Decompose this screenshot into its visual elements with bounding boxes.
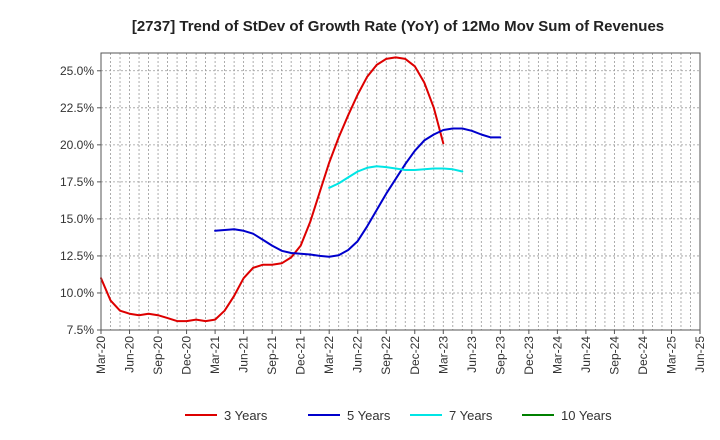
x-tick-label: Jun-24 <box>579 336 593 373</box>
y-tick-label: 20.0% <box>60 138 94 152</box>
x-tick-label: Dec-21 <box>294 336 308 375</box>
x-tick-label: Jun-21 <box>237 336 251 373</box>
x-tick-label: Mar-20 <box>94 336 108 374</box>
legend-label-7-years: 7 Years <box>449 408 493 423</box>
x-tick-label: Mar-21 <box>208 336 222 374</box>
grid-lines <box>101 53 700 331</box>
legend-label-5-years: 5 Years <box>347 408 391 423</box>
x-tick-label: Mar-24 <box>550 336 564 374</box>
y-tick-label: 10.0% <box>60 286 94 300</box>
legend-label-10-years: 10 Years <box>561 408 612 423</box>
y-axis-ticks: 7.5% 10.0% 12.5% 15.0% 17.5% 20.0% 22.5% 25.0% <box>60 64 101 337</box>
y-tick-label: 15.0% <box>60 212 94 226</box>
y-tick-label: 22.5% <box>60 101 94 115</box>
y-tick-label: 25.0% <box>60 64 94 78</box>
x-tick-label: Sep-20 <box>151 336 165 375</box>
plot-area-frame <box>100 52 701 331</box>
series-line-5-years <box>214 127 502 258</box>
x-tick-label: Mar-23 <box>436 336 450 374</box>
y-tick-label: 17.5% <box>60 175 94 189</box>
y-tick-label: 7.5% <box>67 323 95 337</box>
chart-title: [2737] Trend of StDev of Growth Rate (Yo… <box>132 18 664 35</box>
series-line-7-years <box>328 165 464 189</box>
x-tick-label: Mar-25 <box>664 336 678 374</box>
x-tick-label: Dec-23 <box>522 336 536 375</box>
x-tick-label: Dec-22 <box>408 336 422 375</box>
x-tick-label: Jun-25 <box>693 336 707 373</box>
series-line-3-years <box>100 56 445 323</box>
x-tick-label: Sep-23 <box>493 336 507 375</box>
x-tick-label: Jun-23 <box>465 336 479 373</box>
series-lines <box>100 56 502 323</box>
legend: 3 Years 5 Years 7 Years 10 Years <box>185 408 612 423</box>
x-tick-label: Sep-24 <box>607 336 621 375</box>
x-tick-label: Sep-21 <box>265 336 279 375</box>
x-tick-label: Jun-20 <box>123 336 137 373</box>
x-tick-label: Jun-22 <box>351 336 365 373</box>
x-tick-label: Dec-24 <box>636 336 650 375</box>
legend-label-3-years: 3 Years <box>224 408 268 423</box>
x-tick-label: Dec-20 <box>180 336 194 375</box>
x-axis-ticks: Mar-20 Jun-20 Sep-20 Dec-20 Mar-21 Jun-21 Sep-… <box>94 330 707 375</box>
x-tick-label: Sep-22 <box>379 336 393 375</box>
x-tick-label: Mar-22 <box>322 336 336 374</box>
y-tick-label: 12.5% <box>60 249 94 263</box>
